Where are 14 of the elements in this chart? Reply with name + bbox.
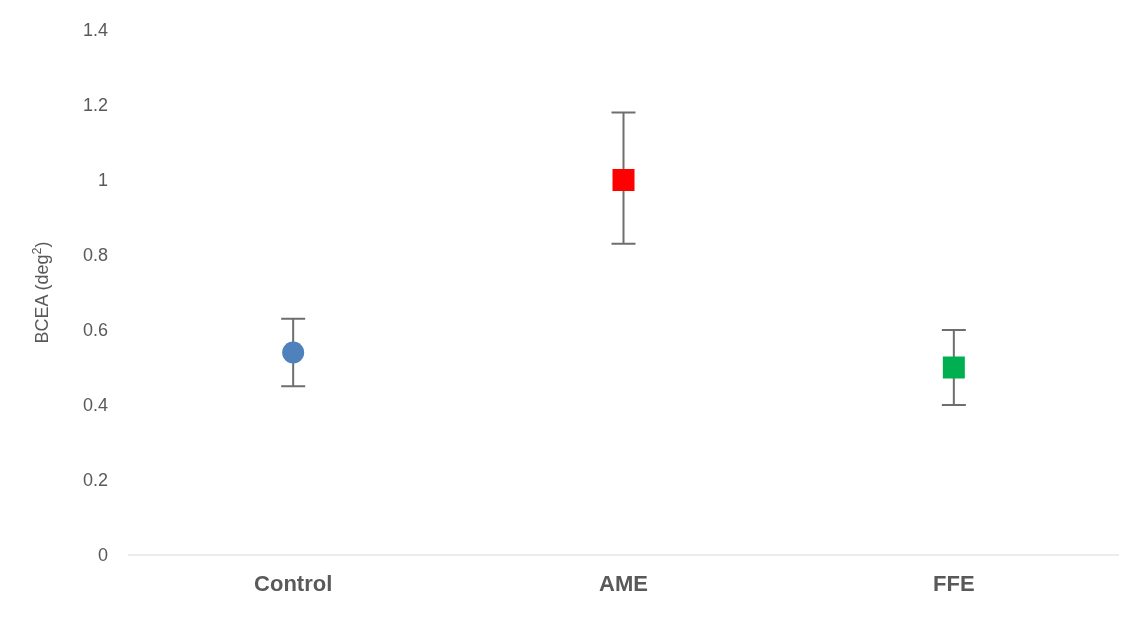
point <box>282 341 305 364</box>
y-tick-label: 1 <box>97 170 108 191</box>
x-tick-label: AME <box>599 570 648 596</box>
x-tick-label: Control <box>254 570 333 596</box>
y-tick-label: 1.4 <box>82 20 108 41</box>
y-tick-label: 0.6 <box>82 320 108 341</box>
x-tick-label: FFE <box>933 570 975 596</box>
y-tick-label: 0 <box>97 545 108 566</box>
y-tick-label: 0.2 <box>82 470 108 491</box>
point <box>942 356 965 379</box>
point <box>612 169 635 191</box>
y-tick-label: 0.4 <box>82 395 108 416</box>
y-tick-label: 0.8 <box>82 245 108 266</box>
y-tick-label: 1.2 <box>82 95 108 116</box>
